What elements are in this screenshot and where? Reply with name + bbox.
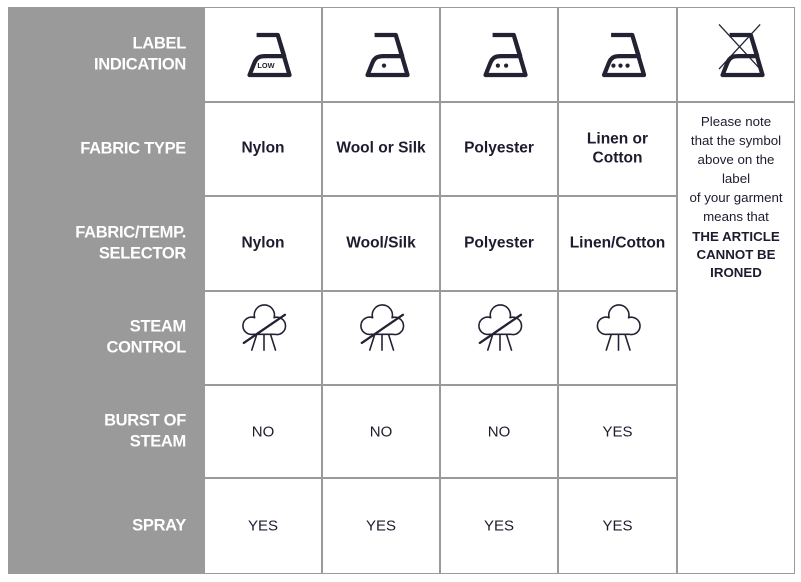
- svg-text:LOW: LOW: [257, 61, 274, 70]
